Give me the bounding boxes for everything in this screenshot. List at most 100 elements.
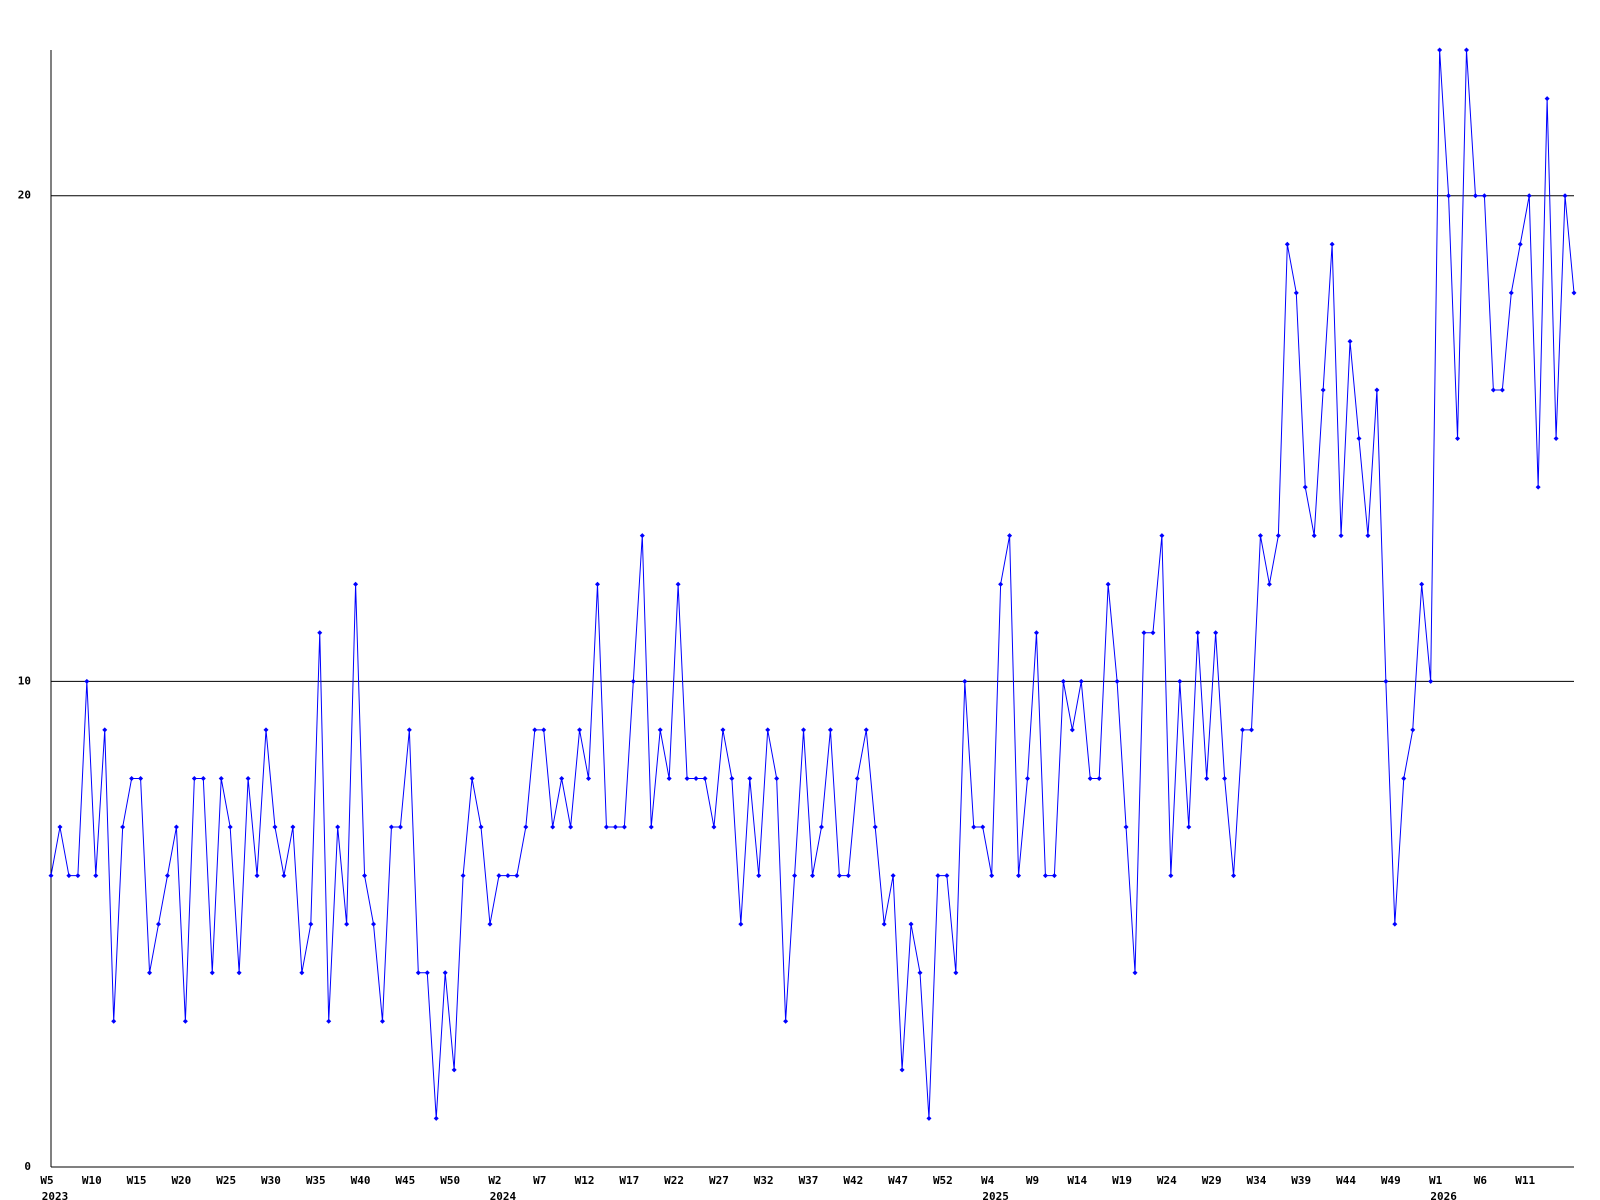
data-point	[881, 921, 887, 927]
data-point	[111, 1018, 117, 1024]
data-point	[218, 775, 224, 781]
data-line	[50, 49, 1575, 1119]
data-point	[1499, 387, 1505, 393]
data-point	[102, 727, 108, 733]
data-point	[156, 921, 162, 927]
data-point	[675, 581, 681, 587]
x-year-label: 2023	[42, 1190, 69, 1200]
data-point	[1419, 581, 1425, 587]
data-point	[1150, 630, 1156, 636]
data-point	[362, 873, 368, 879]
data-point	[836, 873, 842, 879]
data-point	[702, 775, 708, 781]
data-point	[586, 775, 592, 781]
data-point	[84, 678, 90, 684]
data-point	[1428, 678, 1434, 684]
data-point	[353, 581, 359, 587]
data-point	[1490, 387, 1496, 393]
data-point	[272, 824, 278, 830]
data-point	[1007, 533, 1013, 539]
data-point	[774, 775, 780, 781]
data-point	[729, 775, 735, 781]
data-point	[926, 1115, 932, 1121]
data-point	[75, 873, 81, 879]
data-point	[603, 824, 609, 830]
x-tick-label: W2	[488, 1174, 501, 1187]
data-point	[1195, 630, 1201, 636]
data-point	[415, 970, 421, 976]
x-tick-label: W29	[1202, 1174, 1222, 1187]
x-tick-label: W22	[664, 1174, 684, 1187]
x-year-label: 2025	[982, 1190, 1009, 1200]
data-point	[863, 727, 869, 733]
data-point	[1526, 193, 1532, 199]
data-point	[1159, 533, 1165, 539]
data-point	[1132, 970, 1138, 976]
data-point	[397, 824, 403, 830]
data-point	[1446, 193, 1452, 199]
data-point	[173, 824, 179, 830]
data-point	[971, 824, 977, 830]
data-point	[827, 727, 833, 733]
data-point	[164, 873, 170, 879]
data-point	[1329, 241, 1335, 247]
data-point	[630, 678, 636, 684]
data-point	[308, 921, 314, 927]
data-point	[1410, 727, 1416, 733]
data-point	[281, 873, 287, 879]
data-point	[801, 727, 807, 733]
data-point	[1078, 678, 1084, 684]
x-tick-label: W50	[440, 1174, 460, 1187]
data-point	[1168, 873, 1174, 879]
data-point	[496, 873, 502, 879]
data-point	[980, 824, 986, 830]
data-point	[388, 824, 394, 830]
data-point	[666, 775, 672, 781]
data-point	[1311, 533, 1317, 539]
data-point	[478, 824, 484, 830]
data-point	[621, 824, 627, 830]
data-point	[514, 873, 520, 879]
data-point	[747, 775, 753, 781]
data-point	[1517, 241, 1523, 247]
data-point	[290, 824, 296, 830]
data-point	[1293, 290, 1299, 296]
x-tick-label: W20	[171, 1174, 191, 1187]
data-point	[1231, 873, 1237, 879]
data-point	[962, 678, 968, 684]
data-point	[693, 775, 699, 781]
data-point	[594, 581, 600, 587]
data-point	[756, 873, 762, 879]
data-point	[1365, 533, 1371, 539]
x-tick-label: W10	[82, 1174, 102, 1187]
data-point	[57, 824, 63, 830]
data-point	[989, 873, 995, 879]
y-tick-label: 10	[18, 674, 31, 687]
data-point	[1177, 678, 1183, 684]
data-point	[1347, 338, 1353, 344]
data-point	[505, 873, 511, 879]
data-point	[451, 1067, 457, 1073]
data-point	[1248, 727, 1254, 733]
data-point	[1025, 775, 1031, 781]
x-tick-label: W42	[843, 1174, 863, 1187]
data-point	[810, 873, 815, 879]
data-point	[344, 921, 350, 927]
x-tick-label: W40	[351, 1174, 371, 1187]
data-point	[845, 873, 851, 879]
x-tick-label: W49	[1381, 1174, 1401, 1187]
data-point	[1544, 96, 1550, 102]
data-point	[182, 1018, 188, 1024]
data-point	[48, 873, 54, 879]
data-point	[326, 1018, 332, 1024]
data-point	[684, 775, 690, 781]
data-point	[254, 873, 260, 879]
data-point	[818, 824, 824, 830]
data-point	[1571, 290, 1577, 296]
data-point	[1401, 775, 1407, 781]
data-point	[998, 581, 1004, 587]
data-point	[783, 1018, 789, 1024]
x-tick-label: W5	[40, 1174, 53, 1187]
data-point	[577, 727, 583, 733]
